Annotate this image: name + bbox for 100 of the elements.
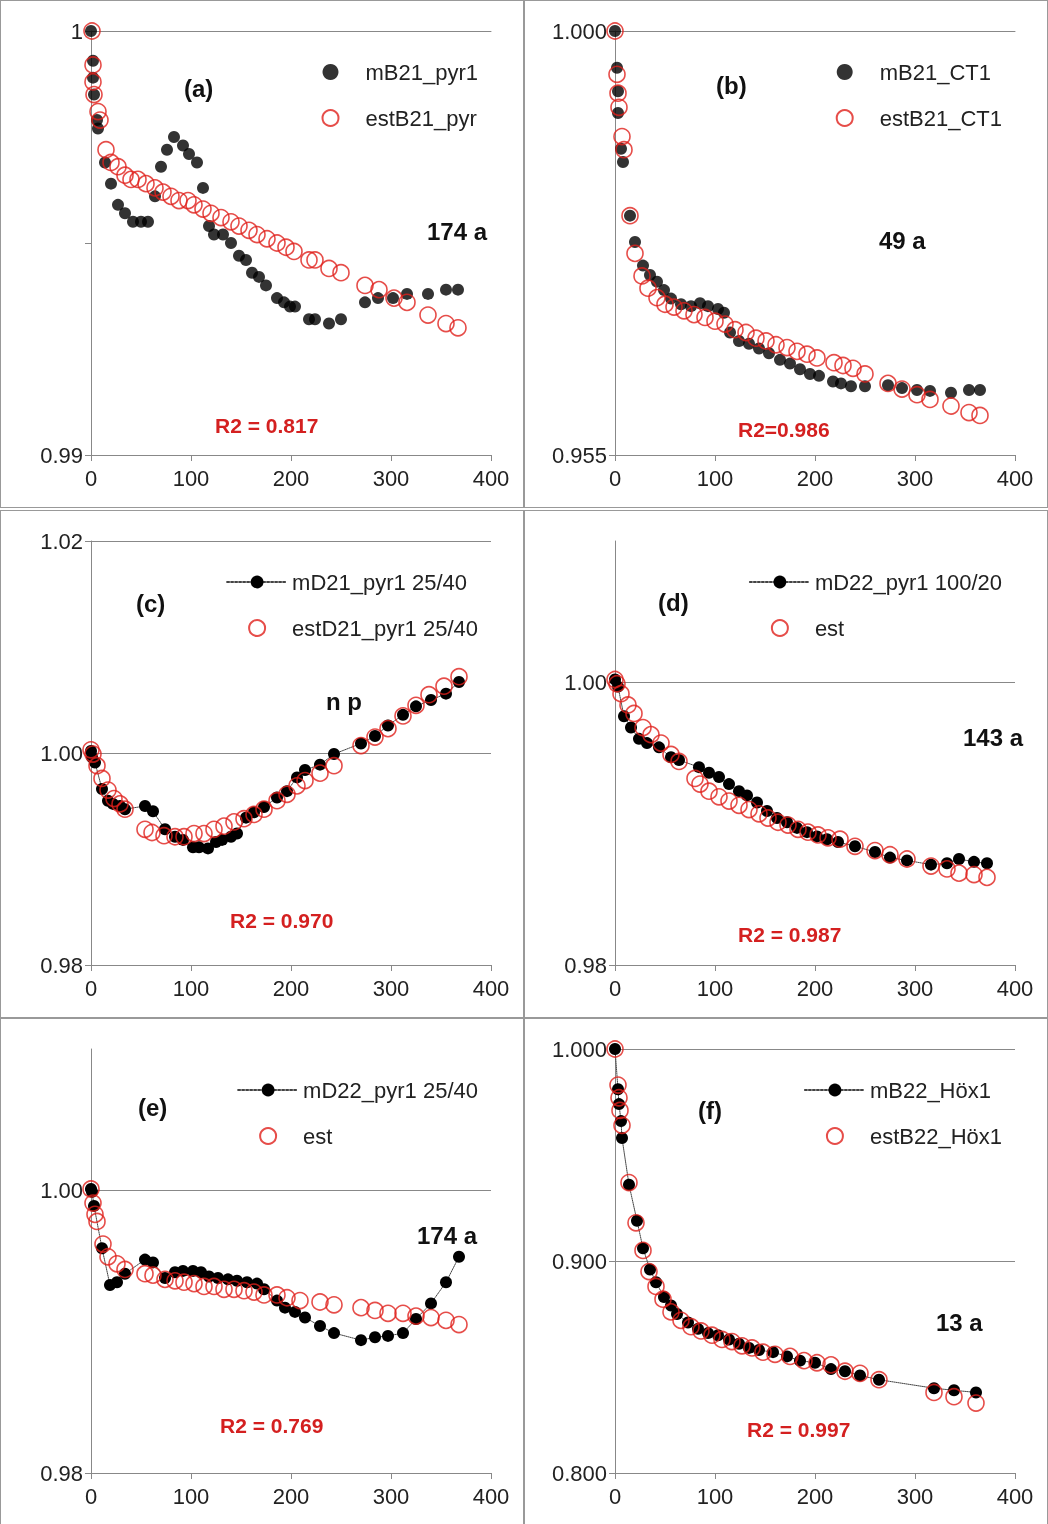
legend-label: estB21_pyr (365, 105, 477, 131)
x-tick-label: 200 (796, 1483, 834, 1509)
point (613, 127, 631, 146)
annotation: 13 a (936, 1308, 984, 1336)
point (352, 1298, 370, 1317)
x-tick-label: 400 (472, 975, 510, 1001)
x-tick-label: 100 (172, 1483, 210, 1509)
y-tick-label: 0.98 (40, 952, 83, 978)
point (205, 1277, 223, 1296)
point (356, 276, 374, 295)
point (620, 1173, 638, 1192)
point (136, 820, 154, 839)
point (311, 1293, 329, 1311)
point (452, 283, 464, 296)
point (616, 1132, 628, 1145)
point (285, 242, 303, 261)
point (366, 1301, 384, 1320)
point (670, 752, 688, 771)
x-tick-label: 100 (696, 975, 734, 1001)
point (784, 357, 796, 370)
y-tick-label: 1.00 (40, 1177, 83, 1203)
x-tick-label: 300 (372, 975, 410, 1001)
point (879, 374, 897, 393)
y-tick-label: 1.000 (551, 1036, 607, 1062)
point (191, 156, 203, 169)
point (440, 1276, 452, 1289)
x-tick-label: 400 (996, 1483, 1034, 1509)
x-tick-label: 0 (608, 975, 622, 1001)
point (794, 363, 806, 376)
legend-label: mD22_pyr1 100/20 (814, 569, 1003, 595)
point (692, 1322, 710, 1340)
annotation: (b) (715, 71, 747, 99)
annotation: R2=0.986 (737, 418, 830, 441)
point (968, 855, 980, 868)
point (769, 813, 787, 832)
point (289, 300, 301, 313)
point (108, 1255, 126, 1273)
point (720, 792, 738, 810)
point (686, 769, 704, 788)
x-tick-label: 300 (372, 465, 410, 491)
point (822, 1356, 840, 1374)
point (407, 1307, 425, 1325)
point (626, 244, 644, 263)
point (162, 187, 180, 206)
annotation: (c) (135, 589, 166, 617)
annotation: R2 = 0.970 (229, 909, 334, 932)
y-tick-label: 1.00 (40, 740, 83, 766)
point (352, 736, 370, 755)
point (147, 805, 159, 818)
point (155, 160, 167, 173)
point (255, 1286, 273, 1304)
y-tick-label: 0.99 (40, 442, 83, 468)
point (154, 183, 172, 201)
point (177, 139, 189, 152)
point (370, 280, 388, 299)
y-tick-label: 1.02 (40, 528, 83, 554)
point (634, 1241, 652, 1260)
point (798, 345, 816, 363)
point (268, 1286, 286, 1304)
point (225, 237, 237, 249)
point (385, 289, 403, 307)
point (974, 383, 986, 396)
point (639, 279, 657, 298)
point (609, 1076, 627, 1094)
point (778, 338, 796, 357)
point (419, 306, 437, 324)
point (665, 298, 683, 316)
point (183, 147, 195, 160)
point (296, 771, 314, 790)
point (88, 756, 106, 775)
point (240, 221, 258, 240)
annotation: R2 = 0.987 (737, 923, 842, 946)
point (170, 191, 188, 210)
point (230, 217, 248, 235)
point (633, 267, 651, 285)
point (449, 319, 467, 337)
point (255, 800, 273, 818)
x-tick-label: 200 (796, 975, 834, 1001)
point (950, 864, 968, 882)
annotation: 143 a (963, 723, 1024, 751)
y-tick-label: 1 (70, 18, 83, 44)
point (84, 56, 102, 74)
point (845, 380, 857, 393)
point (795, 1351, 813, 1370)
point (88, 1212, 106, 1231)
y-tick-label: 0.900 (551, 1248, 607, 1274)
x-tick-label: 400 (472, 465, 510, 491)
point (647, 1277, 665, 1296)
point (945, 386, 957, 399)
point (654, 1290, 672, 1308)
point (613, 1116, 631, 1135)
point (743, 1339, 761, 1357)
point (634, 718, 652, 737)
point (185, 824, 203, 843)
annotation: (f) (698, 1096, 722, 1124)
point (379, 1304, 397, 1323)
point (422, 1308, 440, 1327)
point (866, 841, 884, 860)
point (195, 1277, 213, 1296)
point (747, 329, 765, 347)
